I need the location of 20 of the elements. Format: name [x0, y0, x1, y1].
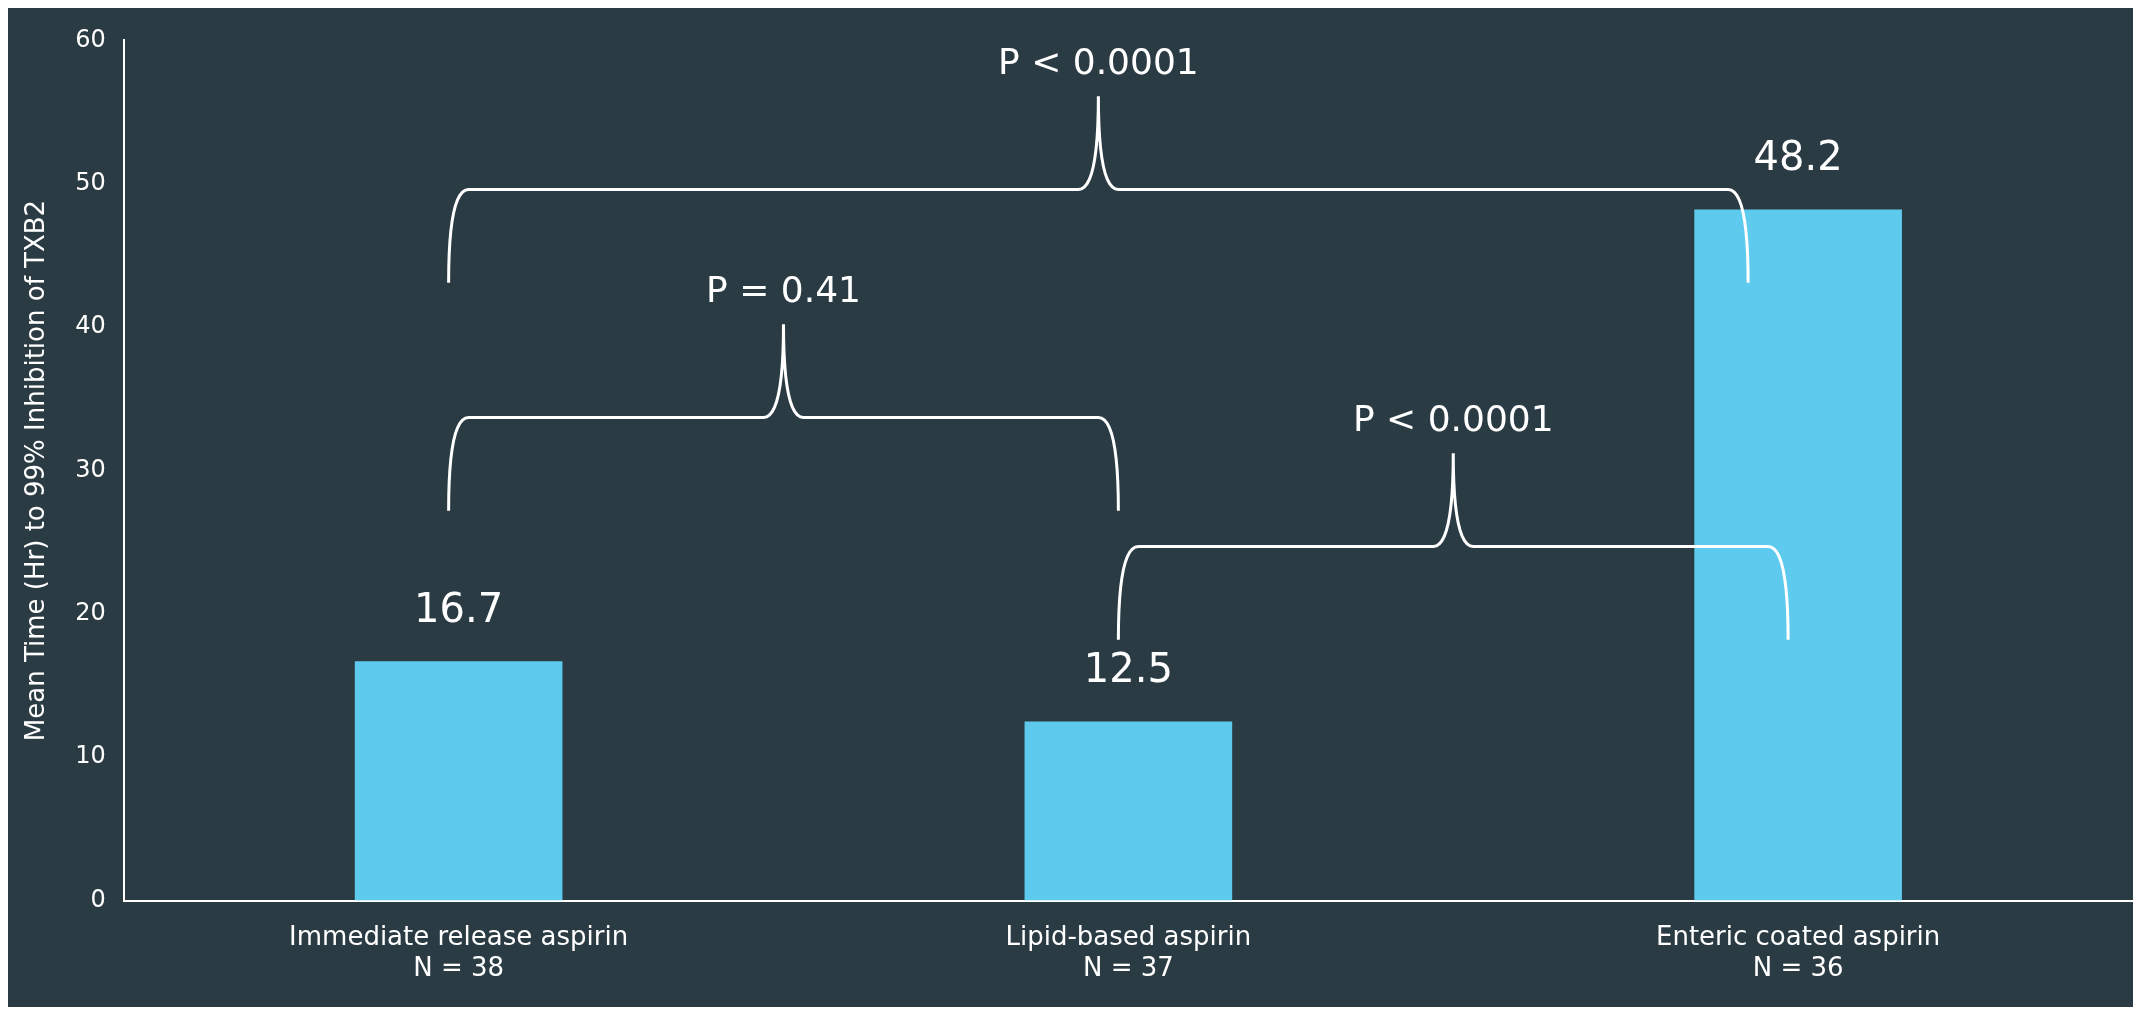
data-label: 48.2 — [1753, 132, 1843, 179]
y-tick-label: 20 — [75, 598, 106, 627]
bar — [1694, 209, 1902, 901]
annotation: P = 0.41 — [706, 268, 861, 310]
annotation: P < 0.0001 — [998, 40, 1199, 82]
x-tick-label: Immediate release aspirin N = 38 — [289, 920, 629, 983]
x-tick-label: Enteric coated aspirin N = 36 — [1655, 920, 1941, 983]
y-tick-label: 60 — [75, 24, 106, 53]
y-tick-label: 40 — [75, 311, 106, 340]
y-tick-label: 30 — [75, 454, 106, 483]
data-label: 12.5 — [1083, 644, 1173, 691]
bar — [354, 661, 563, 901]
y-tick-label: 50 — [75, 168, 106, 196]
x-tick-label: Lipid-based aspirin N = 37 — [1005, 920, 1252, 983]
data-label: 16.7 — [414, 584, 504, 631]
y-tick-label: 0 — [90, 884, 106, 913]
y-axis-title: Mean Time (Hr) to 99% Inhibition of TXB2 — [20, 199, 51, 742]
bar — [1024, 721, 1233, 901]
y-tick-label: 10 — [75, 741, 106, 770]
annotation: P < 0.0001 — [1352, 397, 1554, 439]
